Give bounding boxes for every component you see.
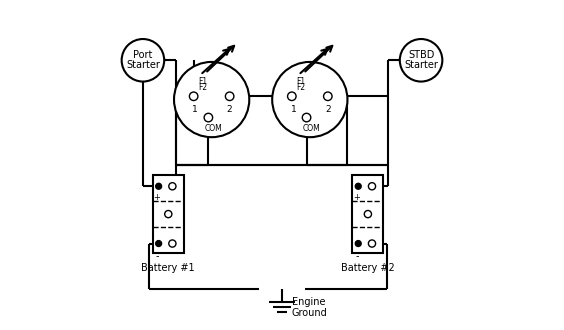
Text: COM: COM — [302, 124, 320, 133]
FancyBboxPatch shape — [352, 175, 384, 253]
Circle shape — [204, 113, 213, 122]
Text: F1: F1 — [199, 77, 208, 86]
Circle shape — [368, 240, 376, 247]
Circle shape — [174, 62, 249, 137]
Circle shape — [169, 240, 176, 247]
Text: COM: COM — [204, 124, 222, 133]
Circle shape — [364, 211, 372, 218]
Circle shape — [355, 241, 361, 247]
Text: 2: 2 — [325, 106, 331, 115]
Text: Battery #1: Battery #1 — [142, 263, 195, 273]
Circle shape — [156, 241, 161, 247]
Circle shape — [226, 92, 234, 101]
Text: Starter: Starter — [126, 60, 160, 70]
Text: STBD: STBD — [408, 50, 434, 60]
Text: +: + — [153, 193, 160, 203]
Circle shape — [122, 39, 164, 82]
Text: F1: F1 — [297, 77, 306, 86]
Text: 2: 2 — [227, 106, 232, 115]
Circle shape — [302, 113, 311, 122]
Text: Starter: Starter — [404, 60, 438, 70]
Circle shape — [156, 183, 161, 189]
Text: F2: F2 — [199, 82, 208, 92]
Circle shape — [169, 183, 176, 190]
Text: 1: 1 — [290, 106, 296, 115]
Text: Engine
Ground: Engine Ground — [292, 297, 328, 318]
Text: F2: F2 — [297, 82, 306, 92]
Text: -: - — [156, 251, 160, 261]
Text: 1: 1 — [192, 106, 198, 115]
Circle shape — [288, 92, 296, 101]
Text: Battery #2: Battery #2 — [341, 263, 395, 273]
Circle shape — [272, 62, 347, 137]
Circle shape — [368, 183, 376, 190]
Circle shape — [355, 183, 361, 189]
Circle shape — [190, 92, 198, 101]
Text: +: + — [353, 193, 360, 203]
Circle shape — [165, 211, 172, 218]
Circle shape — [324, 92, 332, 101]
Text: Port: Port — [133, 50, 153, 60]
FancyBboxPatch shape — [153, 175, 184, 253]
Text: -: - — [355, 251, 359, 261]
Circle shape — [400, 39, 442, 82]
